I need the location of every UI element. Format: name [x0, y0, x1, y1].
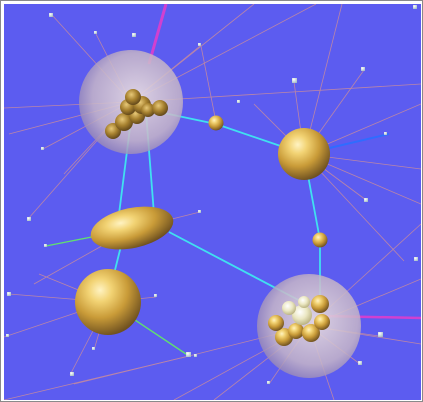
network-scene[interactable]	[4, 4, 421, 400]
node-left-large[interactable]	[75, 269, 141, 335]
cluster-members-top-left	[105, 89, 168, 139]
node-mid-small[interactable]	[208, 115, 224, 131]
endpoint-markers	[6, 5, 418, 384]
cluster-members-bottom-right	[268, 295, 330, 346]
cluster-node-top-left[interactable]	[79, 50, 183, 154]
node-right-large[interactable]	[278, 128, 330, 180]
cluster-node-bottom-right[interactable]	[257, 274, 361, 378]
node-ellipsoid[interactable]	[87, 200, 177, 257]
node-right-small[interactable]	[312, 232, 328, 248]
